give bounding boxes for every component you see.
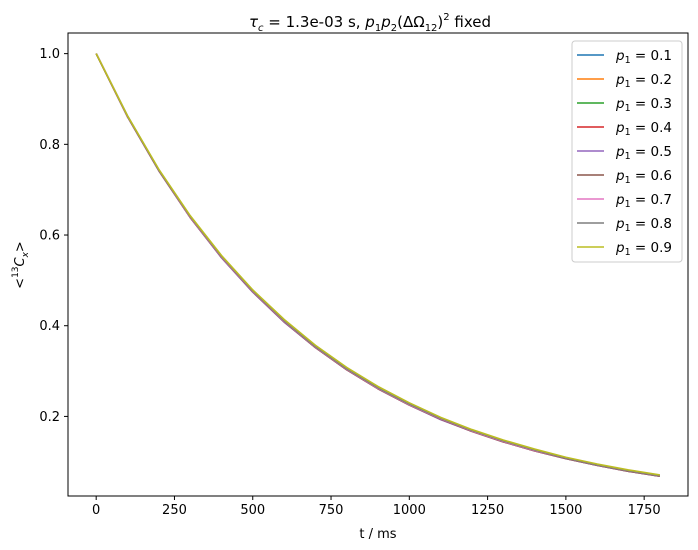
x-tick-label: 1500 (549, 503, 582, 518)
legend-box (571, 40, 683, 263)
legend-label-9: p1 = 0.9 (615, 240, 672, 258)
x-tick-label: 0 (92, 503, 100, 518)
legend-label-8: p1 = 0.8 (615, 216, 672, 234)
x-tick-label: 1750 (628, 503, 661, 518)
y-tick-label: 0.6 (39, 229, 60, 244)
legend-label-4: p1 = 0.4 (615, 120, 672, 138)
legend-label-1: p1 = 0.1 (615, 48, 672, 66)
y-axis-label: <13Cx> (11, 241, 31, 289)
x-tick-label: 750 (319, 503, 344, 518)
y-tick-label: 0.2 (39, 410, 60, 425)
x-tick-label: 1000 (393, 503, 426, 518)
legend-label-6: p1 = 0.6 (615, 168, 672, 186)
x-axis-ticks: 0 250 500 750 1000 1250 1500 1750 (92, 496, 661, 518)
x-axis-label: t / ms (359, 527, 396, 542)
x-tick-label: 250 (162, 503, 187, 518)
x-tick-label: 500 (240, 503, 265, 518)
y-axis-ticks: 0.2 0.4 0.6 0.8 1.0 (39, 47, 68, 425)
legend-label-2: p1 = 0.2 (615, 72, 672, 90)
series-lines (95, 53, 660, 478)
legend: p1 = 0.1 p1 = 0.2 p1 = 0.3 p1 = 0.4 p1 = 0.5… (571, 40, 683, 263)
legend-label-3: p1 = 0.3 (615, 96, 672, 114)
series-line-9 (95, 53, 660, 476)
y-tick-label: 0.4 (39, 319, 60, 334)
legend-label-5: p1 = 0.5 (615, 144, 672, 162)
y-tick-label: 0.8 (39, 138, 60, 153)
x-tick-label: 1250 (471, 503, 504, 518)
y-tick-label: 1.0 (39, 47, 60, 62)
plot-frame (67, 32, 689, 497)
legend-label-7: p1 = 0.7 (615, 192, 672, 210)
chart-title: τc = 1.3e-03 s, p1p2(ΔΩ12)2 fixed (249, 12, 491, 34)
